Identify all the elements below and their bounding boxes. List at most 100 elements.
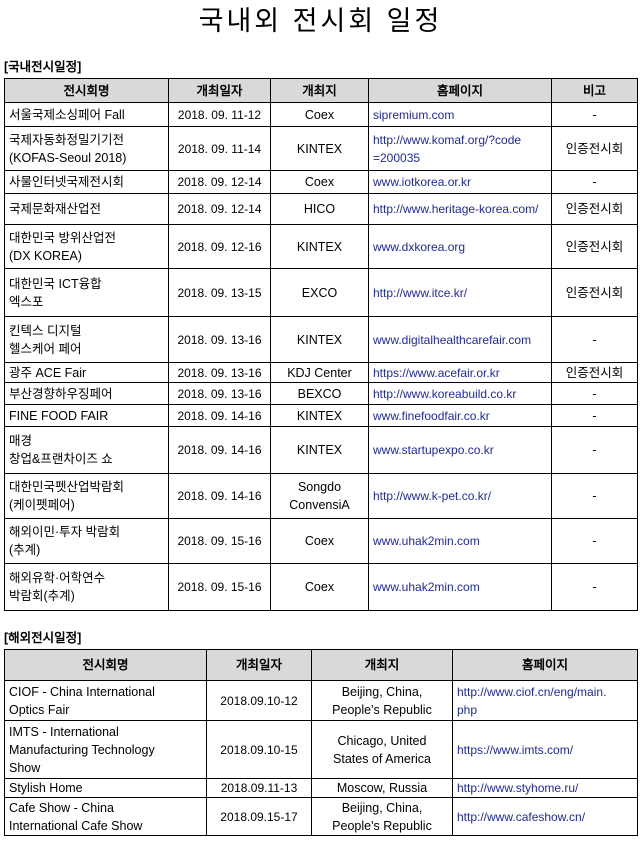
cell-date: 2018. 09. 14-16 bbox=[168, 473, 271, 519]
homepage-link[interactable]: http://www.heritage-korea.com/ bbox=[368, 193, 552, 225]
cell-venue: Moscow, Russia bbox=[311, 778, 453, 798]
homepage-link[interactable]: http://www.ciof.cn/eng/main. php bbox=[452, 680, 638, 721]
homepage-link[interactable]: sipremium.com bbox=[368, 102, 552, 127]
column-header: 홈페이지 bbox=[452, 649, 638, 681]
cell-date: 2018.09.15-17 bbox=[206, 797, 312, 836]
cell-date: 2018. 09. 11-14 bbox=[168, 126, 271, 171]
cell-name: IMTS - International Manufacturing Techn… bbox=[4, 720, 207, 779]
cell-note: - bbox=[551, 473, 638, 519]
cell-venue: KINTEX bbox=[270, 224, 369, 269]
column-header: 개최지 bbox=[270, 78, 369, 103]
cell-note: - bbox=[551, 170, 638, 194]
column-header: 개최일자 bbox=[206, 649, 312, 681]
table-row: 부산경향하우징페어 2018. 09. 13-16 BEXCO http://www.… bbox=[4, 382, 638, 405]
cell-date: 2018.09.11-13 bbox=[206, 778, 312, 798]
page-title: 국내외 전시회 일정 bbox=[198, 6, 443, 36]
cell-note: - bbox=[551, 382, 638, 405]
homepage-link[interactable]: www.dxkorea.org bbox=[368, 224, 552, 269]
table-row: Stylish Home 2018.09.11-13 Moscow, Russia h… bbox=[4, 778, 638, 798]
cell-venue: KINTEX bbox=[270, 426, 369, 474]
table-row: 서울국제소싱페어 Fall 2018. 09. 11-12 Coex sipremiu… bbox=[4, 102, 638, 127]
table-row: IMTS - International Manufacturing Techn… bbox=[4, 720, 638, 779]
cell-name: 대한민국 ICT융합 엑스포 bbox=[4, 268, 169, 317]
cell-name: 해외유학·어학연수 박람회(추계) bbox=[4, 563, 169, 611]
cell-date: 2018. 09. 11-12 bbox=[168, 102, 271, 127]
cell-venue: Beijing, China, People's Republic bbox=[311, 797, 453, 836]
cell-venue: Beijing, China, People's Republic bbox=[311, 680, 453, 721]
table-row: 대한민국 ICT융합 엑스포 2018. 09. 13-15 EXCO http://… bbox=[4, 268, 638, 317]
table-row: 광주 ACE Fair 2018. 09. 13-16 KDJ Center http… bbox=[4, 362, 638, 383]
table-row: 매경 창업&프랜차이즈 쇼 2018. 09. 14-16 KINTEX www.st… bbox=[4, 426, 638, 474]
domestic-section-label: [국내전시일정] bbox=[4, 60, 82, 74]
table-row: 국제자동화정밀기기전 (KOFAS-Seoul 2018) 2018. 09. 1… bbox=[4, 126, 638, 171]
homepage-link[interactable]: www.digitalhealthcarefair.com bbox=[368, 316, 552, 363]
cell-venue: KINTEX bbox=[270, 126, 369, 171]
cell-venue: BEXCO bbox=[270, 382, 369, 405]
cell-name: 광주 ACE Fair bbox=[4, 362, 169, 383]
cell-venue: KINTEX bbox=[270, 316, 369, 363]
cell-name: 대한민국펫산업박람회 (케이펫페어) bbox=[4, 473, 169, 519]
homepage-link[interactable]: http://www.cafeshow.cn/ bbox=[452, 797, 638, 836]
overseas-exhibition-table: 전시회명 개최일자 개최지 홈페이지 CIOF - China Internation… bbox=[4, 649, 638, 836]
homepage-link[interactable]: http://www.k-pet.co.kr/ bbox=[368, 473, 552, 519]
table-row: 킨텍스 디지털 헬스케어 페어 2018. 09. 13-16 KINTEX www.… bbox=[4, 316, 638, 363]
homepage-link[interactable]: http://www.itce.kr/ bbox=[368, 268, 552, 317]
cell-date: 2018. 09. 14-16 bbox=[168, 426, 271, 474]
table-row: 해외유학·어학연수 박람회(추계) 2018. 09. 15-16 Coex www.… bbox=[4, 563, 638, 611]
table-row: 대한민국 방위산업전 (DX KOREA) 2018. 09. 12-16 KINT… bbox=[4, 224, 638, 269]
domestic-exhibition-table: 전시회명 개최일자 개최지 홈페이지 비고 서울국제소싱페어 Fall 2018. 09.… bbox=[4, 78, 638, 611]
homepage-link[interactable]: https://www.acefair.or.kr bbox=[368, 362, 552, 383]
table-row: Cafe Show - China International Cafe Sho… bbox=[4, 797, 638, 836]
column-header: 전시회명 bbox=[4, 649, 207, 681]
cell-date: 2018.09.10-12 bbox=[206, 680, 312, 721]
table-row: 국제문화재산업전 2018. 09. 12-14 HICO http://www.he… bbox=[4, 193, 638, 225]
table-row: FINE FOOD FAIR 2018. 09. 14-16 KINTEX www.f… bbox=[4, 404, 638, 427]
cell-venue: Coex bbox=[270, 563, 369, 611]
cell-date: 2018. 09. 15-16 bbox=[168, 563, 271, 611]
table-row: CIOF - China International Optics Fair 20… bbox=[4, 680, 638, 721]
homepage-link[interactable]: www.iotkorea.or.kr bbox=[368, 170, 552, 194]
homepage-link[interactable]: www.uhak2min.com bbox=[368, 518, 552, 564]
column-header: 홈페이지 bbox=[368, 78, 552, 103]
cell-venue: Songdo ConvensiA bbox=[270, 473, 369, 519]
column-header: 개최지 bbox=[311, 649, 453, 681]
cell-date: 2018. 09. 13-15 bbox=[168, 268, 271, 317]
cell-venue: Coex bbox=[270, 170, 369, 194]
cell-note: 인증전시회 bbox=[551, 268, 638, 317]
homepage-link[interactable]: http://www.komaf.org/?code =200035 bbox=[368, 126, 552, 171]
homepage-link[interactable]: www.uhak2min.com bbox=[368, 563, 552, 611]
cell-date: 2018. 09. 15-16 bbox=[168, 518, 271, 564]
column-header: 전시회명 bbox=[4, 78, 169, 103]
cell-note: 인증전시회 bbox=[551, 126, 638, 171]
cell-date: 2018. 09. 13-16 bbox=[168, 362, 271, 383]
cell-name: 부산경향하우징페어 bbox=[4, 382, 169, 405]
cell-note: 인증전시회 bbox=[551, 362, 638, 383]
cell-note: - bbox=[551, 316, 638, 363]
cell-name: 서울국제소싱페어 Fall bbox=[4, 102, 169, 127]
cell-name: 대한민국 방위산업전 (DX KOREA) bbox=[4, 224, 169, 269]
cell-date: 2018. 09. 12-16 bbox=[168, 224, 271, 269]
cell-note: - bbox=[551, 563, 638, 611]
homepage-link[interactable]: www.startupexpo.co.kr bbox=[368, 426, 552, 474]
table-row: 해외이민·투자 박람회 (추계) 2018. 09. 15-16 Coex www.u… bbox=[4, 518, 638, 564]
cell-venue: Chicago, United States of America bbox=[311, 720, 453, 779]
cell-venue: EXCO bbox=[270, 268, 369, 317]
cell-name: 사물인터넷국제전시회 bbox=[4, 170, 169, 194]
cell-note: - bbox=[551, 518, 638, 564]
table-row: 대한민국펫산업박람회 (케이펫페어) 2018. 09. 14-16 Songdo … bbox=[4, 473, 638, 519]
homepage-link[interactable]: https://www.imts.com/ bbox=[452, 720, 638, 779]
cell-note: - bbox=[551, 426, 638, 474]
homepage-link[interactable]: http://www.styhome.ru/ bbox=[452, 778, 638, 798]
overseas-section-label: [해외전시일정] bbox=[4, 631, 82, 645]
homepage-link[interactable]: http://www.koreabuild.co.kr bbox=[368, 382, 552, 405]
cell-venue: HICO bbox=[270, 193, 369, 225]
cell-date: 2018. 09. 13-16 bbox=[168, 382, 271, 405]
cell-name: 해외이민·투자 박람회 (추계) bbox=[4, 518, 169, 564]
cell-date: 2018.09.10-15 bbox=[206, 720, 312, 779]
cell-name: 킨텍스 디지털 헬스케어 페어 bbox=[4, 316, 169, 363]
cell-name: CIOF - China International Optics Fair bbox=[4, 680, 207, 721]
homepage-link[interactable]: www.finefoodfair.co.kr bbox=[368, 404, 552, 427]
cell-name: FINE FOOD FAIR bbox=[4, 404, 169, 427]
column-header: 개최일자 bbox=[168, 78, 271, 103]
table-row: 사물인터넷국제전시회 2018. 09. 12-14 Coex www.iotkore… bbox=[4, 170, 638, 194]
